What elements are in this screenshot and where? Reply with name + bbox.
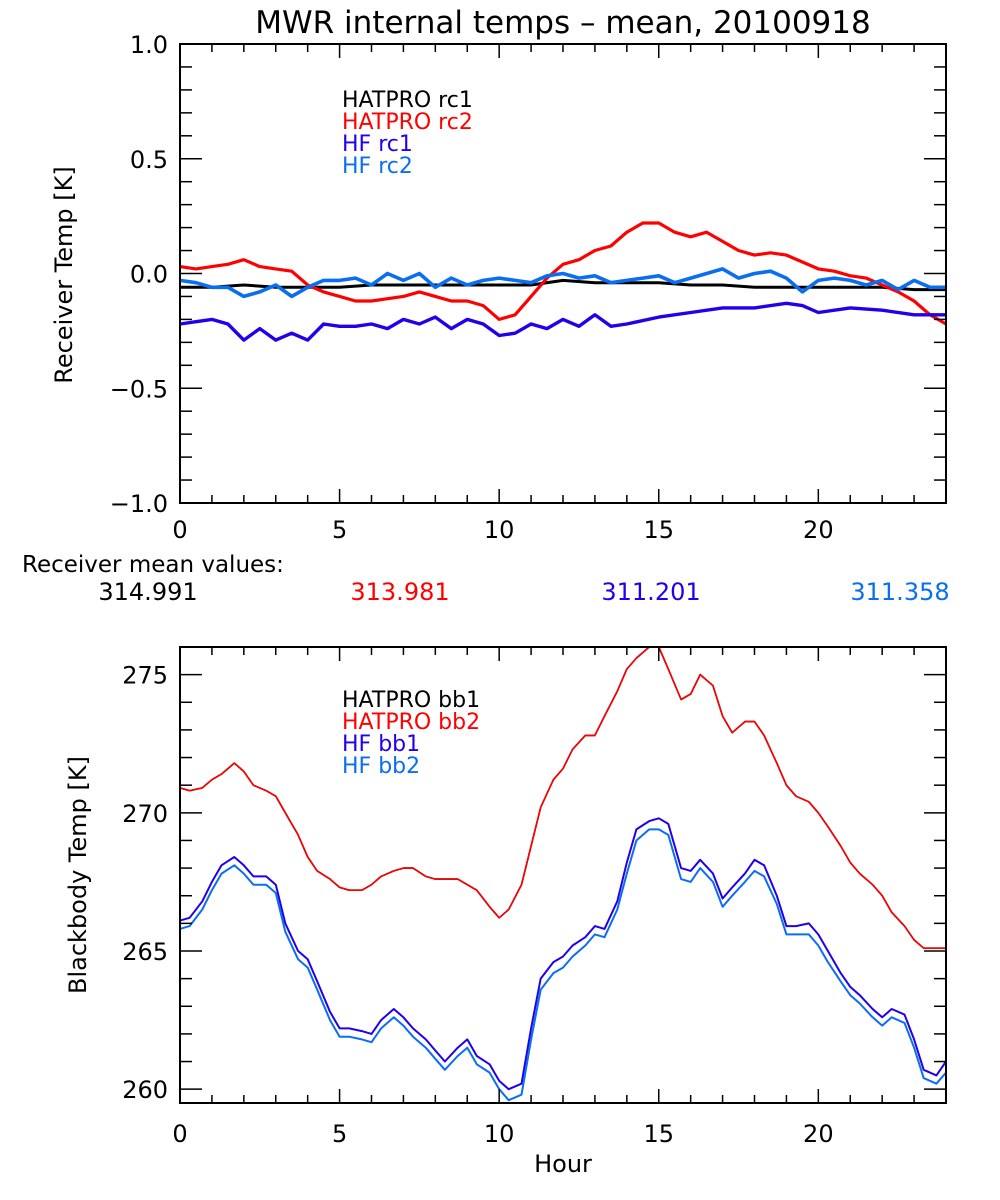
x-tick-label: 5 <box>332 1120 347 1148</box>
mean-value: 313.981 <box>350 578 449 606</box>
receiver-temp-panel: 0 5 10 15 20 −1.0 −0.5 0.0 0.5 1.0 HATPRO rc1HATP… <box>50 31 947 544</box>
legend-entry: HF rc2 <box>342 154 413 179</box>
y-tick-label: 275 <box>122 662 168 690</box>
receiver-series-group <box>179 221 947 342</box>
x-tick-label: 20 <box>803 516 834 544</box>
x-tick-label: 15 <box>643 516 674 544</box>
y-tick-label: 0.0 <box>130 261 168 289</box>
series-line-hatpro-rc1 <box>180 278 946 292</box>
mean-value: 314.991 <box>98 578 197 606</box>
mean-values-row: 314.991 313.981 311.201 311.358 <box>98 578 949 606</box>
legend-entry: HATPRO bb2 <box>342 710 480 735</box>
legend-entry: HF bb2 <box>342 754 420 779</box>
x-tick-label: 15 <box>643 1120 674 1148</box>
legend-entry: HATPRO rc2 <box>342 110 473 135</box>
blackbody-plot-frame <box>179 646 947 1104</box>
receiver-y-axis-label: Receiver Temp [K] <box>50 166 78 384</box>
series-line-hatpro-bb1 <box>179 646 946 949</box>
legend-entry: HF bb1 <box>342 732 420 757</box>
x-tick-label: 20 <box>803 1120 834 1148</box>
blackbody-series-group <box>179 646 947 1102</box>
y-tick-label: 260 <box>122 1076 168 1104</box>
x-tick-label: 0 <box>172 1120 187 1148</box>
series-line-hf-bb2 <box>179 828 947 1102</box>
x-tick-label: 10 <box>484 516 515 544</box>
legend-entry: HATPRO bb1 <box>342 688 480 713</box>
mean-values-label: Receiver mean values: <box>22 552 284 578</box>
receiver-tick-labels: 0 5 10 15 20 −1.0 −0.5 0.0 0.5 1.0 <box>110 31 834 544</box>
chart-title: MWR internal temps – mean, 20100918 <box>255 5 870 41</box>
blackbody-x-axis-label: Hour <box>534 1150 592 1178</box>
y-tick-label: −1.0 <box>110 490 168 518</box>
blackbody-y-axis-label: Blackbody Temp [K] <box>64 756 92 994</box>
series-line-hf-rc2 <box>179 267 946 299</box>
series-line-hf-bb1 <box>179 817 947 1091</box>
x-tick-label: 0 <box>172 516 187 544</box>
y-tick-label: −0.5 <box>110 375 168 403</box>
blackbody-axis-ticks <box>179 646 947 1103</box>
y-tick-label: 1.0 <box>130 31 168 59</box>
mean-value: 311.358 <box>850 578 949 606</box>
receiver-axis-ticks <box>179 43 947 504</box>
x-tick-label: 10 <box>484 1120 515 1148</box>
series-line-hf-rc1 <box>179 301 946 342</box>
series-line-hatpro-bb2 <box>179 646 946 949</box>
blackbody-tick-labels: 0 5 10 15 20 260 265 270 275 <box>122 662 833 1148</box>
legend-entry: HATPRO rc1 <box>342 88 473 113</box>
y-tick-label: 0.5 <box>130 146 168 174</box>
series-line-hatpro-rc2 <box>179 221 947 326</box>
y-tick-label: 270 <box>122 800 168 828</box>
x-tick-label: 5 <box>332 516 347 544</box>
mean-value: 311.201 <box>601 578 700 606</box>
y-tick-label: 265 <box>122 938 168 966</box>
legend-entry: HF rc1 <box>342 132 413 157</box>
